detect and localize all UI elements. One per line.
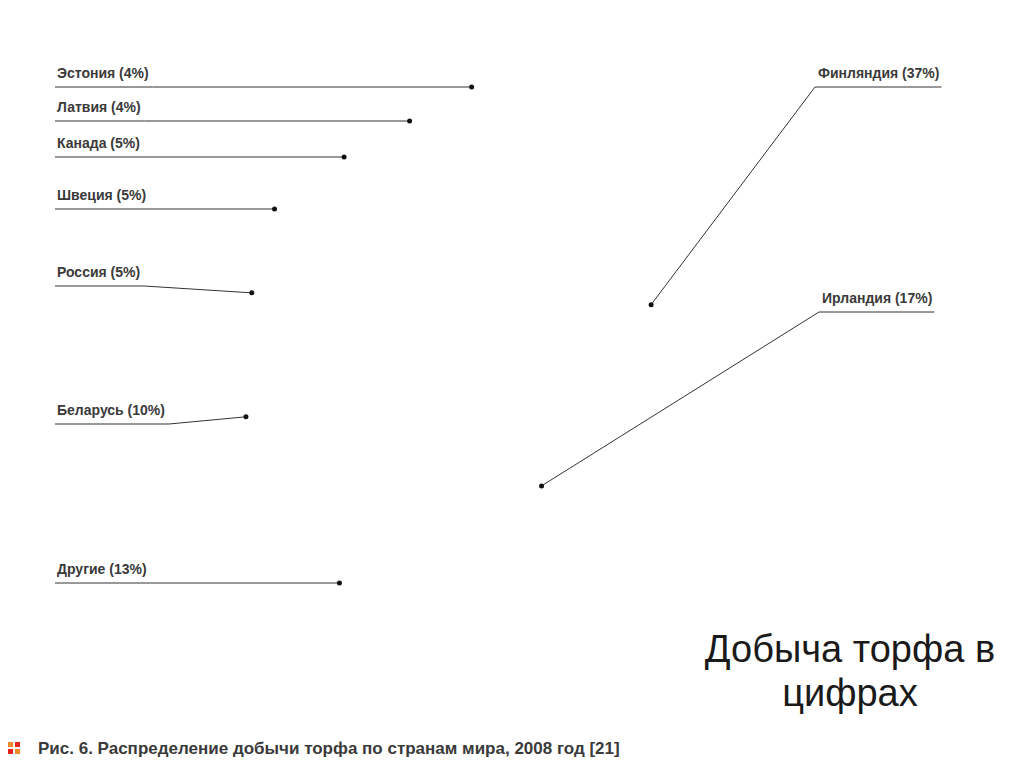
category-label: Латвия (4%) xyxy=(57,99,141,115)
leader-dot xyxy=(337,581,342,586)
icon-square xyxy=(15,749,20,754)
leader-line xyxy=(542,312,935,486)
data-label: 37% xyxy=(645,293,674,309)
leader-dot xyxy=(469,85,474,90)
category-label: Беларусь (10%) xyxy=(57,402,165,418)
pie-slice xyxy=(242,367,507,660)
icon-square xyxy=(8,749,13,754)
leader-line xyxy=(55,417,246,424)
leader-line xyxy=(55,87,472,88)
leader-dot xyxy=(272,207,277,212)
labels: 37% 17% 13% 10% 5% 5% 5% 4% 4% Финляндия (37%) Ирл… xyxy=(55,65,941,586)
pie-slice xyxy=(205,329,507,512)
icon-square xyxy=(8,742,13,747)
category-label: Эстония (4%) xyxy=(57,65,149,81)
data-label: 5% xyxy=(288,298,309,314)
icon-square xyxy=(15,742,20,747)
data-label: 10% xyxy=(288,398,317,414)
leader-dot xyxy=(649,302,654,307)
chart: 37% 17% 13% 10% 5% 5% 5% 4% 4% Финляндия (37%) Ирл… xyxy=(0,0,1024,767)
leader-line xyxy=(55,286,252,293)
category-label: Россия (5%) xyxy=(57,264,140,280)
caption-icon xyxy=(8,742,20,754)
pie-slice xyxy=(432,367,727,669)
pie-slice xyxy=(207,238,507,367)
category-label: Швеция (5%) xyxy=(57,187,146,203)
data-label: 4% xyxy=(411,143,432,159)
leader-dot xyxy=(407,119,412,124)
data-label: 13% xyxy=(371,516,400,532)
leader-line xyxy=(55,583,339,584)
title: Рис. 6. Распределение добычи торфа по ст… xyxy=(38,739,620,758)
pie-slice xyxy=(432,65,507,367)
leader-dot xyxy=(342,155,347,160)
pie-slice xyxy=(287,102,507,367)
leader-dot xyxy=(539,483,544,488)
pie-slice xyxy=(507,65,809,574)
leader-line xyxy=(55,209,275,210)
category-label: Другие (13%) xyxy=(57,561,147,577)
leader-line xyxy=(55,121,410,122)
data-label: 17% xyxy=(544,533,573,549)
leader-line xyxy=(55,157,344,158)
slices xyxy=(205,65,809,669)
leader-dot xyxy=(249,290,254,295)
leader-dot xyxy=(243,414,248,419)
subtitle: Добыча торфа вцифрах xyxy=(705,628,995,714)
pie-slice xyxy=(234,160,507,367)
category-label: Канада (5%) xyxy=(57,135,140,151)
data-label: 5% xyxy=(315,235,336,251)
data-label: 5% xyxy=(362,185,383,201)
leader-line xyxy=(651,87,941,305)
pie-slice xyxy=(362,74,507,367)
category-label: Ирландия (17%) xyxy=(822,290,932,306)
data-label: 4% xyxy=(467,125,488,141)
category-label: Финляндия (37%) xyxy=(818,65,939,81)
